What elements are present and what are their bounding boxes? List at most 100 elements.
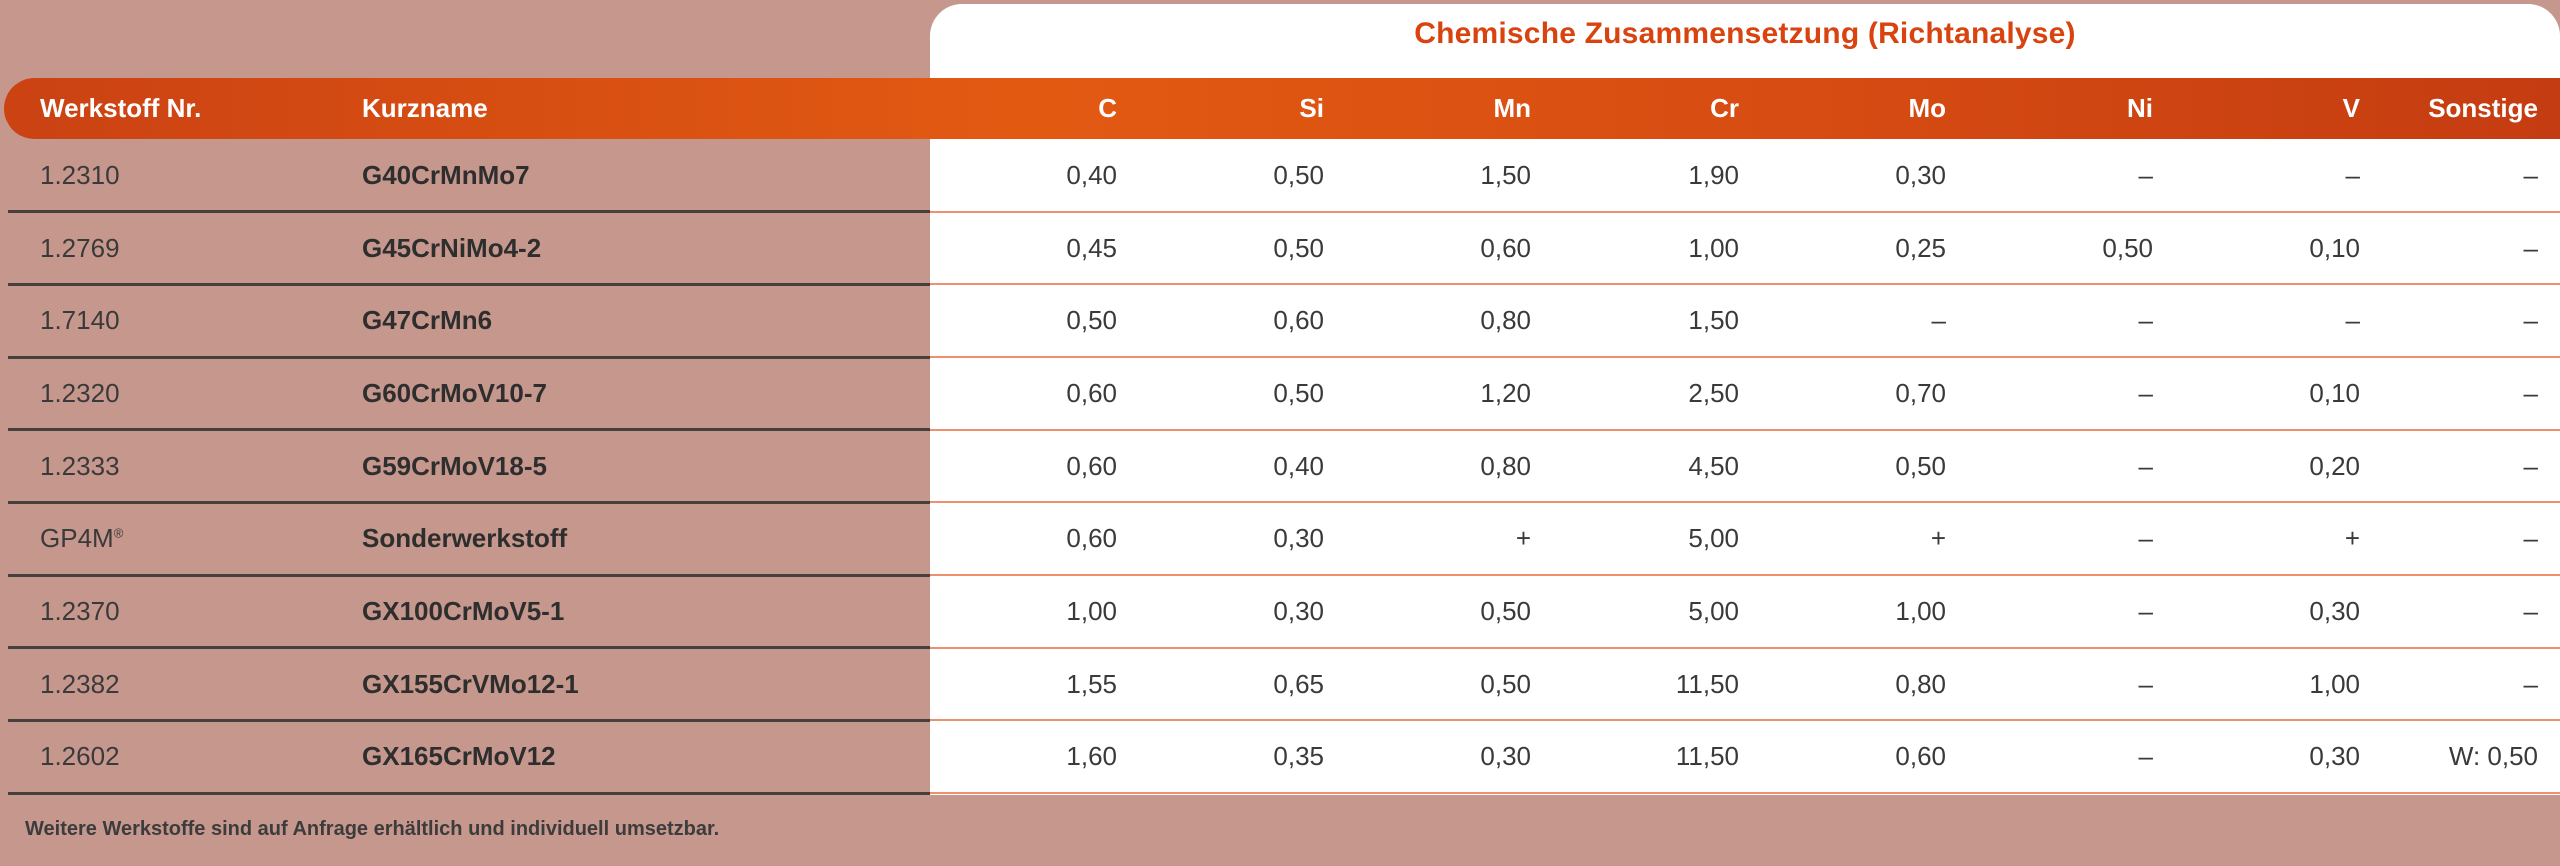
werkstoff-nr-cell: 1.2602 bbox=[40, 741, 120, 772]
column-header: V bbox=[2342, 93, 2360, 123]
composition-value-cell: – bbox=[2138, 523, 2153, 554]
composition-value-cell: 0,80 bbox=[1480, 450, 1531, 481]
composition-value-cell: 0,60 bbox=[1480, 232, 1531, 263]
composition-value-cell: 0,10 bbox=[2309, 377, 2360, 408]
composition-value-cell: – bbox=[1931, 305, 1946, 336]
header-row: Werkstoff Nr. Kurzname C Si Mn Cr Mo Ni V Sonstig… bbox=[0, 78, 2560, 139]
composition-value-cell: 0,50 bbox=[1480, 595, 1531, 626]
composition-value-cell: – bbox=[2523, 232, 2538, 263]
composition-value-cell: 0,60 bbox=[1066, 523, 1117, 554]
composition-value-cell: 0,30 bbox=[2309, 741, 2360, 772]
column-header: Ni bbox=[2127, 93, 2153, 123]
composition-value-cell: 0,70 bbox=[1895, 377, 1946, 408]
table-title: Chemische Zusammensetzung (Richtanalyse) bbox=[1414, 17, 2076, 50]
composition-value-cell: – bbox=[2523, 450, 2538, 481]
composition-value-cell: – bbox=[2138, 159, 2153, 190]
table-row: 1.2310 G40CrMnMo7 0,40 0,50 1,50 1,90 0,30 – – – bbox=[0, 139, 2560, 213]
composition-value-cell: 0,30 bbox=[1895, 159, 1946, 190]
composition-value-cell: 1,60 bbox=[1066, 741, 1117, 772]
kurzname-cell: G59CrMoV18-5 bbox=[362, 450, 547, 481]
composition-value-cell: 4,50 bbox=[1688, 450, 1739, 481]
composition-value-cell: 11,50 bbox=[1675, 741, 1739, 772]
table-row: 1.2602 GX165CrMoV12 1,60 0,35 0,30 11,50 0,60 –… bbox=[0, 720, 2560, 795]
composition-value-cell: + bbox=[1930, 523, 1946, 554]
composition-value-cell: 0,20 bbox=[2309, 450, 2360, 481]
composition-value-cell: 0,30 bbox=[1273, 595, 1324, 626]
composition-value-cell: 0,10 bbox=[2309, 232, 2360, 263]
composition-value-cell: 0,30 bbox=[2309, 595, 2360, 626]
composition-value-cell: 0,60 bbox=[1066, 377, 1117, 408]
kurzname-cell: G40CrMnMo7 bbox=[362, 159, 530, 190]
column-header: Mn bbox=[1493, 93, 1531, 123]
composition-value-cell: 0,65 bbox=[1273, 668, 1324, 699]
kurzname-cell: Sonderwerkstoff bbox=[362, 523, 568, 554]
composition-value-cell: 1,00 bbox=[1895, 595, 1946, 626]
composition-value-cell: W: 0,50 bbox=[2448, 741, 2538, 772]
column-header: Sonstige bbox=[2428, 93, 2538, 123]
composition-value-cell: 1,55 bbox=[1066, 668, 1117, 699]
composition-value-cell: 1,00 bbox=[1688, 232, 1739, 263]
column-header: Si bbox=[1299, 93, 1324, 123]
composition-value-cell: 0,60 bbox=[1895, 741, 1946, 772]
composition-value-cell: 0,30 bbox=[1480, 741, 1531, 772]
composition-value-cell: – bbox=[2523, 159, 2538, 190]
table-row: 1.2320 G60CrMoV10-7 0,60 0,50 1,20 2,50 0,70 – 0… bbox=[0, 357, 2560, 431]
composition-value-cell: 1,50 bbox=[1480, 159, 1531, 190]
composition-value-cell: 0,35 bbox=[1273, 741, 1324, 772]
composition-value-cell: 0,50 bbox=[2102, 232, 2153, 263]
kurzname-cell: GX100CrMoV5-1 bbox=[362, 595, 565, 626]
table-row: GP4M® Sonderwerkstoff 0,60 0,30 +5,00 + – + – bbox=[0, 502, 2560, 577]
table-row: 1.2370 GX100CrMoV5-1 1,00 0,30 0,50 5,00 1,00 –… bbox=[0, 575, 2560, 649]
composition-value-cell: – bbox=[2138, 595, 2153, 626]
composition-value-cell: + bbox=[2344, 523, 2360, 554]
composition-value-cell: – bbox=[2138, 450, 2153, 481]
composition-value-cell: – bbox=[2523, 305, 2538, 336]
composition-value-cell: 1,50 bbox=[1688, 305, 1739, 336]
werkstoff-nr-cell: 1.2310 bbox=[40, 159, 120, 190]
composition-value-cell: – bbox=[2523, 595, 2538, 626]
composition-value-cell: – bbox=[2345, 159, 2360, 190]
footer-note: Weitere Werkstoffe sind auf Anfrage erhä… bbox=[25, 818, 720, 840]
composition-value-cell: 0,80 bbox=[1895, 668, 1946, 699]
registered-trademark-symbol: ® bbox=[113, 525, 124, 541]
werkstoff-nr-cell: 1.2333 bbox=[40, 450, 120, 481]
composition-value-cell: 0,50 bbox=[1480, 668, 1531, 699]
kurzname-cell: GX155CrVMo12-1 bbox=[362, 668, 579, 699]
composition-value-cell: 0,60 bbox=[1273, 305, 1324, 336]
werkstoff-nr-cell: 1.2370 bbox=[40, 595, 120, 626]
composition-value-cell: + bbox=[1515, 523, 1531, 554]
composition-value-cell: – bbox=[2523, 377, 2538, 408]
composition-value-cell: 5,00 bbox=[1688, 523, 1739, 554]
table-row: 1.2333 G59CrMoV18-5 0,60 0,40 0,80 4,50 0,50 – 0… bbox=[0, 430, 2560, 504]
composition-value-cell: 5,00 bbox=[1688, 595, 1739, 626]
composition-value-cell: – bbox=[2138, 305, 2153, 336]
werkstoff-nr-cell: 1.7140 bbox=[40, 305, 120, 336]
table-row: 1.2382 GX155CrVMo12-1 1,55 0,65 0,50 11,50 0,8… bbox=[0, 648, 2560, 722]
werkstoff-nr-cell: GP4M® bbox=[40, 523, 124, 554]
table-row: 1.2769 G45CrNiMo4-2 0,45 0,50 0,60 1,00 0,25 0,… bbox=[0, 212, 2560, 286]
composition-value-cell: 0,40 bbox=[1066, 159, 1117, 190]
table-header-bar bbox=[4, 78, 2560, 139]
table-body: 1.2310 G40CrMnMo7 0,40 0,50 1,50 1,90 0,30– – –1… bbox=[0, 139, 2560, 795]
composition-value-cell: – bbox=[2523, 668, 2538, 699]
composition-value-cell: – bbox=[2345, 305, 2360, 336]
composition-value-cell: 0,25 bbox=[1895, 232, 1946, 263]
composition-value-cell: 0,30 bbox=[1273, 523, 1324, 554]
column-header: Cr bbox=[1710, 93, 1739, 123]
composition-value-cell: 1,20 bbox=[1480, 377, 1531, 408]
composition-value-cell: 0,60 bbox=[1066, 450, 1117, 481]
composition-value-cell: – bbox=[2523, 523, 2538, 554]
composition-value-cell: 0,50 bbox=[1895, 450, 1946, 481]
composition-value-cell: – bbox=[2138, 377, 2153, 408]
column-header: Mo bbox=[1908, 93, 1946, 123]
werkstoff-nr-cell: 1.2769 bbox=[40, 232, 120, 263]
composition-value-cell: – bbox=[2138, 741, 2153, 772]
werkstoff-nr-cell: 1.2320 bbox=[40, 377, 120, 408]
composition-value-cell: 0,50 bbox=[1273, 232, 1324, 263]
composition-value-cell: 0,50 bbox=[1273, 159, 1324, 190]
composition-value-cell: 0,50 bbox=[1273, 377, 1324, 408]
kurzname-cell: G60CrMoV10-7 bbox=[362, 377, 547, 408]
kurzname-cell: G47CrMn6 bbox=[362, 305, 493, 336]
kurzname-cell: GX165CrMoV12 bbox=[362, 741, 556, 772]
